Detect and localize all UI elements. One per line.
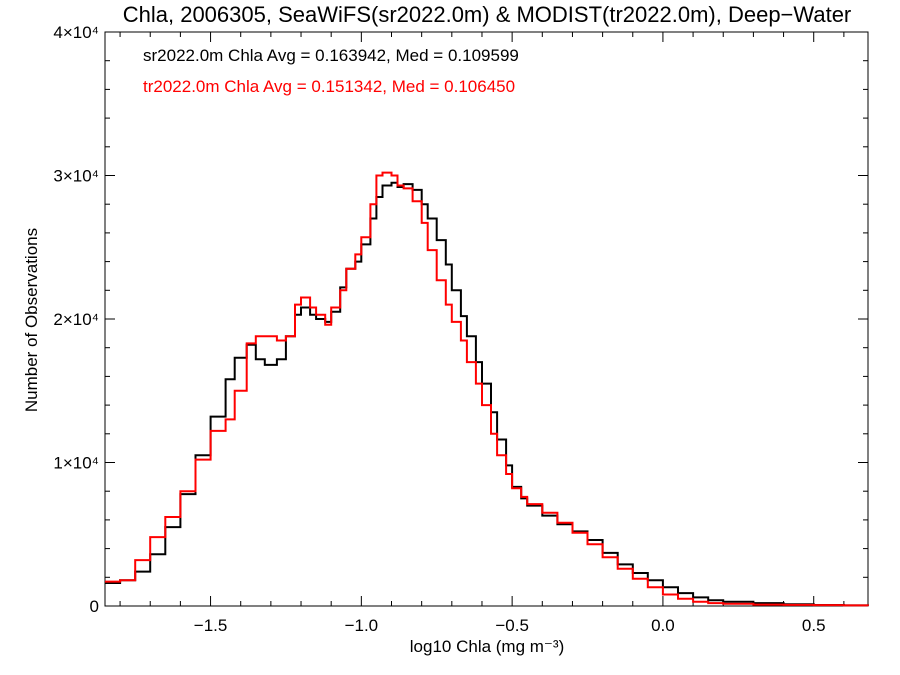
series-layer [105,171,869,607]
x-tick-label: −0.5 [495,616,529,635]
x-tick-label: 0.0 [651,616,675,635]
plot-frame [104,31,869,607]
x-axis-label: log10 Chla (mg m⁻³) [410,637,564,656]
y-tick-label: 3×10⁴ [53,167,99,186]
x-tick-label: −1.0 [345,616,379,635]
series-line-tr2022 [105,171,869,607]
series-line-sr2022 [105,181,869,607]
x-tick-label: 0.5 [802,616,826,635]
y-axis-ticks: 0 1×10⁴ 2×10⁴ 3×10⁴ 4×10⁴ [53,23,868,616]
legend-entry-tr2022: tr2022.0m Chla Avg = 0.151342, Med = 0.1… [143,77,516,96]
y-tick-label: 1×10⁴ [53,454,99,473]
y-tick-label: 4×10⁴ [53,23,99,42]
y-tick-label: 0 [90,597,99,616]
legend-entry-sr2022: sr2022.0m Chla Avg = 0.163942, Med = 0.1… [143,46,519,65]
x-tick-label: −1.5 [194,616,228,635]
chart-title: Chla, 2006305, SeaWiFS(sr2022.0m) & MODI… [123,2,852,27]
y-axis-label: Number of Observations [22,228,41,412]
x-axis-ticks: −1.5 −1.0 −0.5 0.0 0.5 [119,32,845,635]
y-tick-label: 2×10⁴ [53,310,99,329]
